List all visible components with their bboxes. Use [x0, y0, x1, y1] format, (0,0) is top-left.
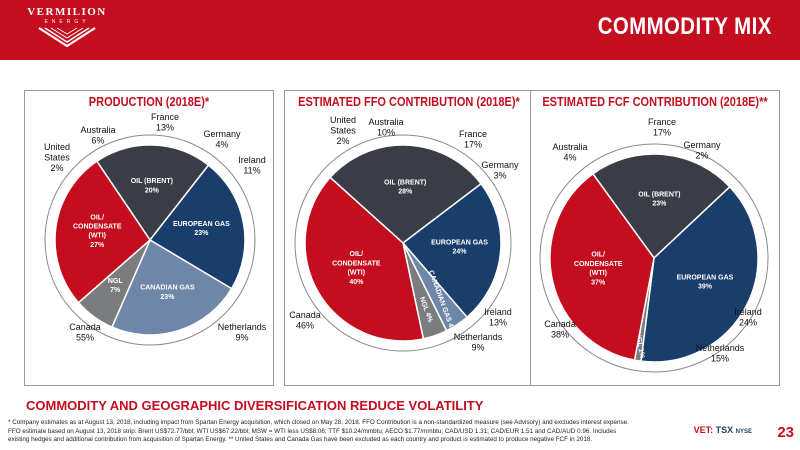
pie-slice-oil-condensate-wti — [54, 160, 151, 304]
pie-chart-2: OIL (BRENT) 28%EUROPEAN GAS 24%CANADIAN GA… — [289, 115, 519, 353]
pie-outer-ring — [539, 143, 769, 373]
country-label-australia: Australia 4% — [552, 142, 587, 163]
country-label-united-states: United States 2% — [44, 142, 70, 173]
pie-chart-3: OIL (BRENT) 23% EUROPEAN GAS 39% NGL 1% OIL/C… — [539, 117, 769, 373]
pie-slice-european-gas — [148, 164, 246, 290]
country-label-netherlands: Netherlands 9% — [454, 332, 503, 353]
country-label-ireland: Ireland 13% — [484, 307, 512, 328]
country-label-germany: Germany 4% — [203, 129, 241, 150]
pie-outer-ring — [44, 134, 256, 346]
country-label-australia: Australia 6% — [80, 125, 115, 146]
slice-label-european-gas: EUROPEAN GAS 39% — [677, 274, 734, 290]
slice-label-oil-condensate-wti: OIL/CONDENSATE (WTI) 37% — [574, 252, 623, 287]
pie-outer-ring — [294, 134, 512, 352]
country-label-ireland: Ireland 11% — [238, 155, 266, 176]
logo-subtext: ENERGY — [44, 19, 90, 25]
ticker: VET: TSX NYSE — [694, 425, 752, 435]
country-label-australia: Australia 10% — [368, 117, 403, 138]
footnote-line-3: existing hedges and additional contribut… — [8, 436, 593, 444]
ticker-vet: VET: — [693, 425, 714, 435]
ticker-tsx: TSX — [715, 425, 734, 435]
slice-label-oil-brent: OIL (BRENT) 23% — [638, 191, 680, 207]
pie-slice-european-gas — [401, 182, 502, 319]
pie-slice-canadian-gas — [110, 238, 233, 336]
pie-slice-oil-brent — [95, 144, 210, 242]
slice-label-european-gas: EUROPEAN GAS 23% — [173, 221, 230, 237]
vermilion-logo: VERMILION ENERGY — [12, 6, 122, 54]
pie-slice-european-gas — [640, 185, 759, 363]
fcf-title: ESTIMATED FCF CONTRIBUTION (2018E)** — [542, 95, 768, 109]
ffo-title: ESTIMATED FFO CONTRIBUTION (2018E)* — [298, 95, 520, 109]
slice-label-oil-brent: OIL (BRENT) 28% — [384, 180, 426, 196]
ticker-nyse: NYSE — [735, 429, 752, 435]
header-bar: VERMILION ENERGY COMMODITY MIX — [0, 0, 800, 60]
pie-slice-oil-brent — [591, 153, 731, 260]
pie-slice-oil-condensate-wti — [549, 172, 655, 362]
logo-chevron-icon — [38, 27, 96, 48]
slice-label-oil-condensate-wti: OIL/CONDENSATE (WTI) 27% — [73, 214, 122, 249]
slice-label-oil-condensate-wti: OIL/CONDENSATE (WTI) 40% — [332, 251, 381, 286]
country-label-france: France 17% — [648, 117, 676, 138]
diversification-banner: COMMODITY AND GEOGRAPHIC DIVERSIFICATION… — [26, 398, 484, 413]
slice-label-ngl: NGL 1% — [634, 332, 646, 360]
country-label-ireland: Ireland 24% — [734, 307, 762, 328]
pie-chart-1: OIL (BRENT) 20% EUROPEAN GAS 23% CANADIAN GA… — [44, 112, 267, 346]
slice-label-canadian-gas: CANADIAN GAS 23% — [140, 285, 195, 301]
country-label-france: France 17% — [459, 129, 487, 150]
country-label-france: France 13% — [151, 112, 179, 133]
country-label-united-states: United States 2% — [330, 115, 356, 146]
country-label-germany: Germany 3% — [481, 160, 519, 181]
production-title: PRODUCTION (2018E)* — [88, 95, 210, 109]
pie-slice-oil-condensate-wti — [304, 176, 425, 342]
slice-label-ngl: NGL 7% — [108, 278, 124, 294]
footnote-line-2: FFO estimate based on August 13, 2018 st… — [8, 427, 617, 435]
country-label-canada: Canada 46% — [289, 310, 321, 331]
slice-label-european-gas: EUROPEAN GAS 24% — [431, 239, 488, 255]
page-title: COMMODITY MIX — [597, 13, 772, 40]
country-label-canada: Canada 38% — [544, 319, 576, 340]
country-label-canada: Canada 55% — [69, 322, 101, 343]
page-number: 23 — [777, 424, 794, 441]
country-label-netherlands: Netherlands 9% — [218, 322, 267, 343]
country-label-germany: Germany 2% — [683, 140, 721, 161]
slice-label-oil-brent: OIL (BRENT) 20% — [131, 178, 173, 194]
footnote: * Company estimates as at August 13, 201… — [8, 419, 708, 445]
country-label-netherlands: Netherlands 15% — [696, 343, 745, 364]
footnote-line-1: * Company estimates as at August 13, 201… — [8, 419, 629, 426]
pie-slice-oil-brent — [329, 144, 483, 244]
logo-text: VERMILION — [27, 6, 107, 18]
